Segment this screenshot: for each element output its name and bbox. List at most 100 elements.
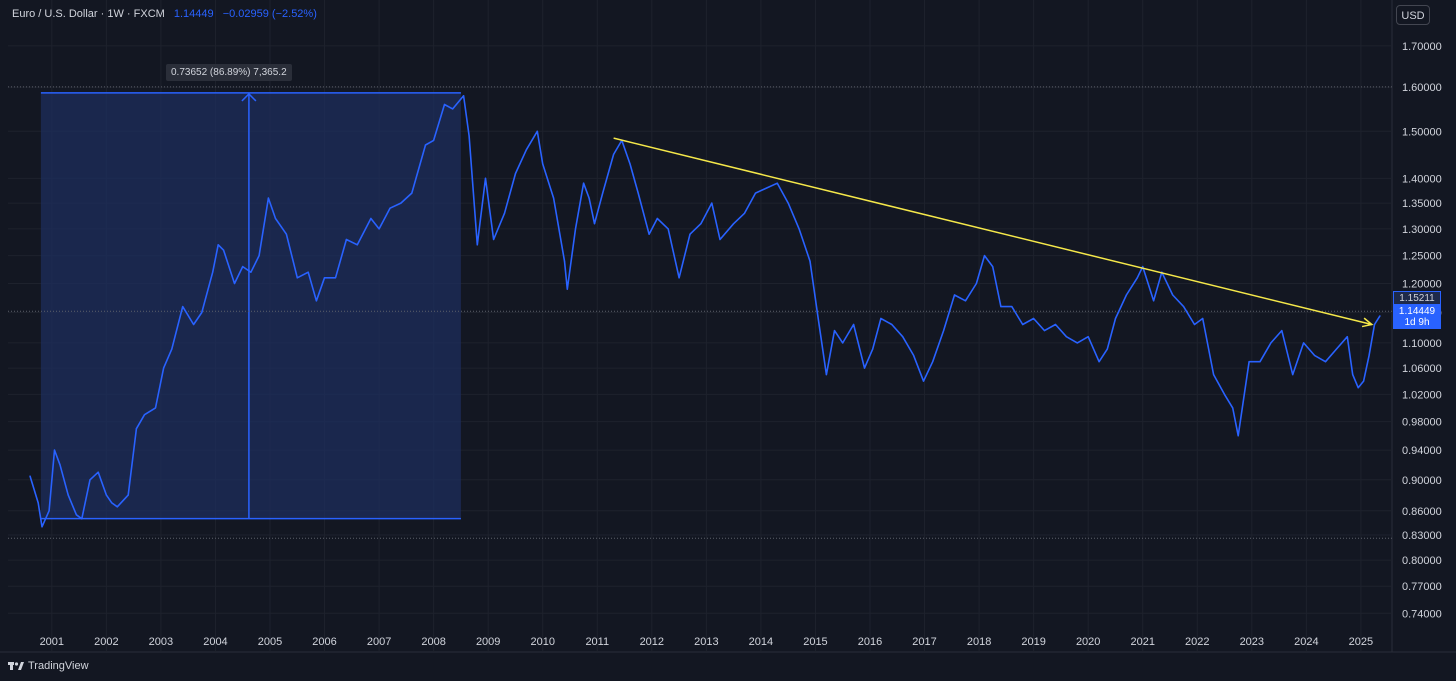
series-point [334, 277, 337, 279]
series-point [97, 471, 99, 473]
series-point [223, 249, 225, 251]
series-point [285, 233, 287, 235]
series-point [53, 449, 56, 451]
series-point [842, 342, 844, 344]
x-tick-label: 2001 [40, 636, 64, 648]
series-point [433, 139, 435, 142]
series-point [356, 244, 358, 246]
series-point [583, 182, 585, 184]
series-point [913, 354, 915, 356]
series-point [1248, 361, 1250, 363]
x-tick-label: 2010 [530, 636, 554, 648]
series-point [37, 502, 39, 504]
series-point [719, 238, 721, 241]
series-point [345, 238, 347, 241]
x-tick-label: 2004 [203, 636, 227, 648]
measure-arrow-head [241, 92, 257, 102]
series-point [992, 266, 994, 268]
series-point [1303, 342, 1305, 344]
tv-logo-icon [8, 662, 24, 670]
measure-tool[interactable] [40, 92, 461, 520]
time-axis[interactable]: 2001 2002 2003 2004 2005 2006 2007 2008 2009 2010… [40, 636, 1374, 648]
series-point [468, 135, 470, 137]
series-point [678, 277, 680, 279]
series-point [613, 153, 615, 155]
series-point [67, 494, 69, 496]
series-point [75, 514, 77, 516]
series-point [171, 348, 173, 350]
series-point [111, 502, 113, 504]
series-point [602, 192, 604, 194]
series-point [1202, 317, 1204, 320]
x-tick-label: 2003 [149, 636, 173, 648]
series-point [1153, 300, 1155, 302]
series-point [1352, 373, 1354, 376]
series-point [1142, 266, 1144, 268]
series-point [1346, 336, 1348, 338]
series-point [953, 294, 956, 296]
countdown-label: 1d 9h [1404, 317, 1430, 328]
series-point [212, 271, 214, 273]
series-point [880, 317, 882, 320]
series-point [1125, 294, 1127, 296]
series-point [411, 192, 413, 194]
series-point [217, 244, 219, 246]
x-tick-label: 2022 [1185, 636, 1209, 648]
series-point [733, 223, 735, 225]
previous-price-badge: 1.15211 [1393, 291, 1441, 305]
series-point [323, 277, 326, 279]
price-series [29, 95, 1381, 528]
series-point [1065, 336, 1067, 338]
series-point [902, 336, 904, 338]
series-point [400, 202, 402, 204]
footer-brand[interactable]: TradingView [8, 660, 89, 672]
series-point [242, 266, 244, 268]
series-point [637, 192, 639, 194]
series-point [1000, 306, 1002, 308]
series-point [872, 348, 874, 350]
y-tick-label: 0.80000 [1402, 555, 1442, 567]
series-point [1043, 329, 1046, 332]
current-price-badge: 1.14449 1d 9h [1393, 305, 1441, 329]
series-point [943, 329, 945, 332]
series-point [833, 329, 836, 332]
series-point [975, 282, 977, 285]
series-point [1363, 380, 1365, 382]
y-tick-label: 1.35000 [1402, 198, 1442, 210]
series-point [1232, 407, 1234, 409]
series-point [315, 300, 317, 302]
series-point [891, 323, 893, 326]
series-point [525, 149, 527, 151]
series-point [135, 428, 137, 430]
series-point [154, 407, 157, 409]
series-point [89, 479, 91, 481]
x-tick-label: 2025 [1349, 636, 1373, 648]
series-point [81, 518, 83, 520]
series-point [983, 255, 986, 257]
measure-box [40, 92, 461, 519]
series-point [1313, 354, 1316, 356]
series-point [443, 103, 446, 106]
trendline[interactable] [613, 137, 1374, 328]
y-tick-label: 1.60000 [1402, 82, 1442, 94]
y-tick-label: 0.94000 [1402, 445, 1442, 457]
y-tick-label: 1.30000 [1402, 224, 1442, 236]
price-axis[interactable]: 1.70000 1.60000 1.50000 1.40000 1.35000 1.300… [1402, 41, 1442, 620]
series-point [1213, 373, 1215, 376]
series-point [776, 182, 778, 184]
series-point [1054, 323, 1057, 326]
symbol-title: Euro / U.S. Dollar · 1W · FXCM [12, 8, 165, 20]
series-point [1098, 361, 1100, 363]
series-point [711, 202, 713, 204]
series-point [48, 510, 50, 512]
series-point [452, 108, 454, 110]
y-tick-label: 1.06000 [1402, 363, 1442, 375]
series-point [1193, 323, 1196, 326]
series-point [1022, 323, 1024, 326]
series-point [274, 217, 277, 220]
currency-button[interactable]: USD [1396, 5, 1430, 25]
price-change: −0.02959 (−2.52%) [222, 8, 317, 20]
series-point [29, 475, 31, 477]
x-tick-label: 2020 [1076, 636, 1100, 648]
